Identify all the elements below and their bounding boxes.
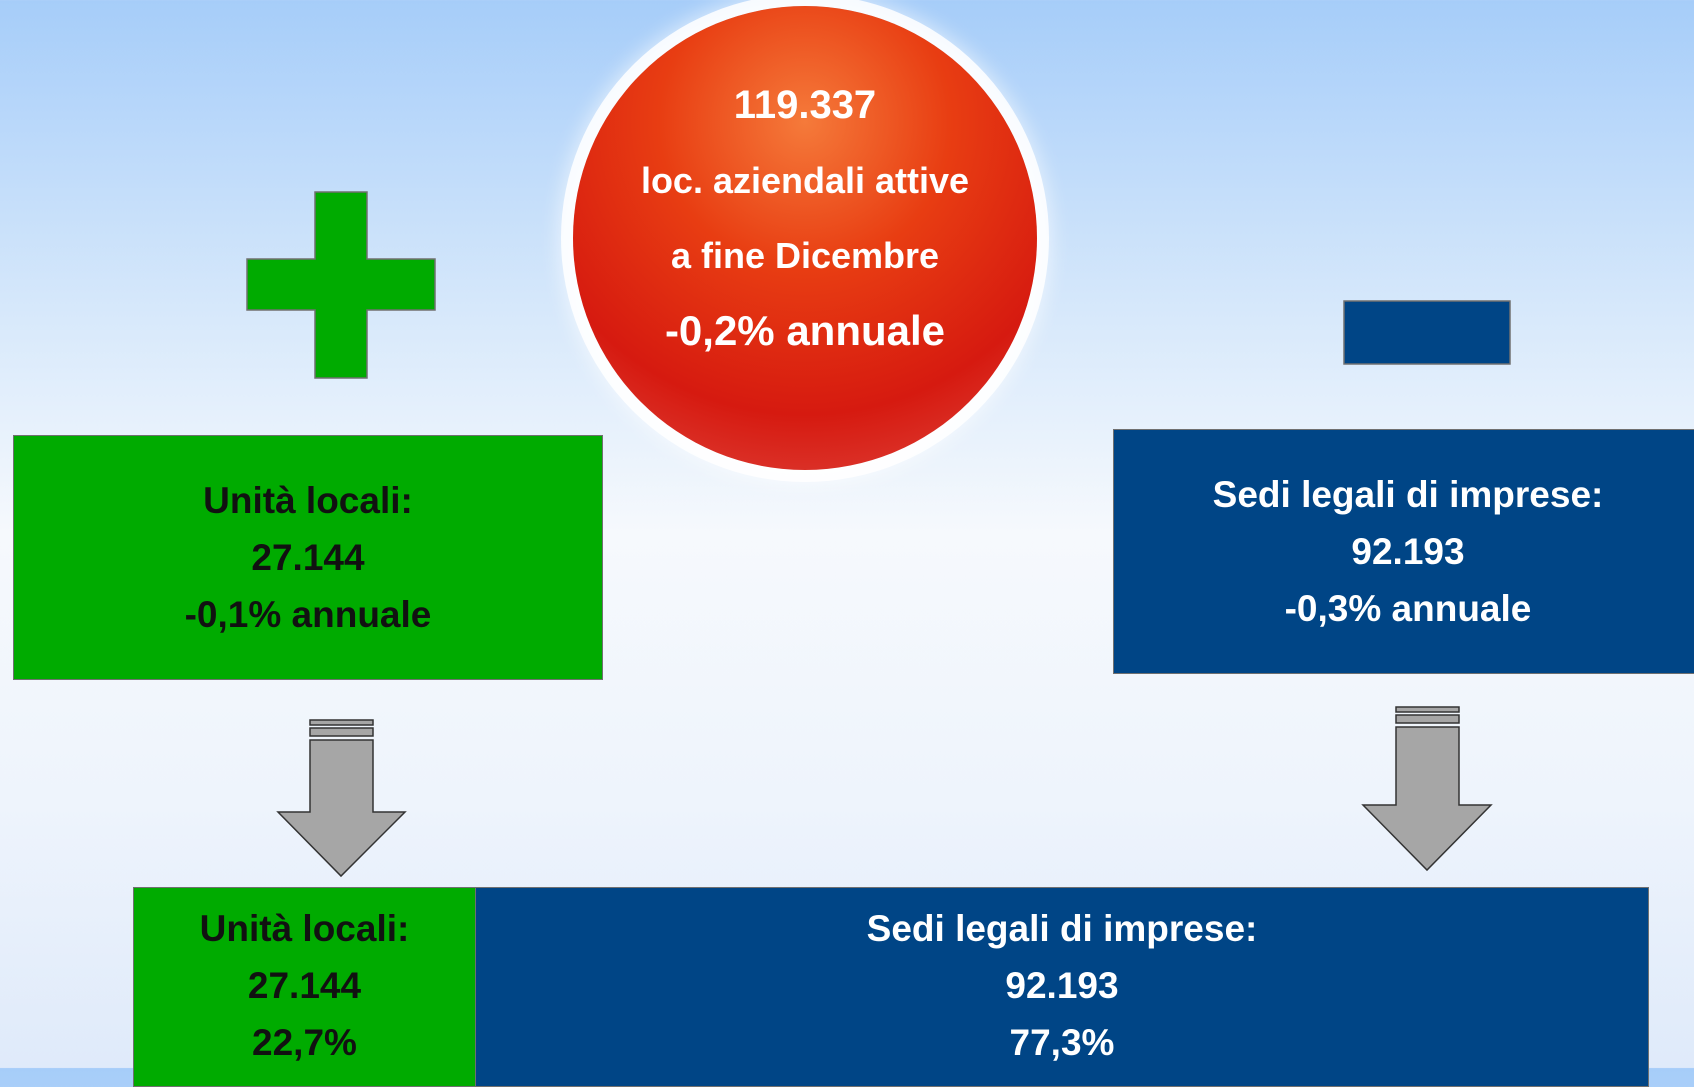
box-line: 22,7% — [252, 1022, 357, 1063]
circle-line: 119.337 — [733, 83, 877, 127]
minus-icon — [1343, 300, 1511, 365]
box-line: 27.144 — [247, 965, 362, 1006]
box-line: 92.193 — [1351, 531, 1465, 572]
plus-icon — [246, 191, 436, 379]
bottom-left-box: Unità locali: 27.144 22,7% — [133, 887, 476, 1087]
bottom-right-box: Sedi legali di imprese: 92.193 77,3% — [475, 887, 1649, 1087]
right-box: Sedi legali di imprese: 92.193 -0,3% ann… — [1113, 429, 1694, 674]
box-line: Sedi legali di imprese: — [1212, 474, 1604, 515]
box-line: 92.193 — [1005, 965, 1119, 1006]
box-line: 27.144 — [251, 537, 365, 578]
box-line: -0,1% annuale — [184, 594, 432, 635]
circle-line: loc. aziendali attive — [640, 160, 970, 201]
box-line: 77,3% — [1009, 1022, 1115, 1063]
circle-line: -0,2% annuale — [664, 307, 946, 354]
box-line: -0,3% annuale — [1284, 588, 1532, 629]
box-line: Unità locali: — [203, 480, 413, 521]
arrow-left — [276, 719, 407, 878]
arrow-right — [1361, 706, 1493, 872]
total-circle: 119.337 loc. aziendali attive a fine Dic… — [573, 6, 1037, 470]
box-line: Unità locali: — [199, 908, 410, 949]
box-line: Sedi legali di imprese: — [866, 908, 1258, 949]
circle-line: a fine Dicembre — [670, 235, 940, 276]
left-box: Unità locali: 27.144 -0,1% annuale — [13, 435, 603, 680]
